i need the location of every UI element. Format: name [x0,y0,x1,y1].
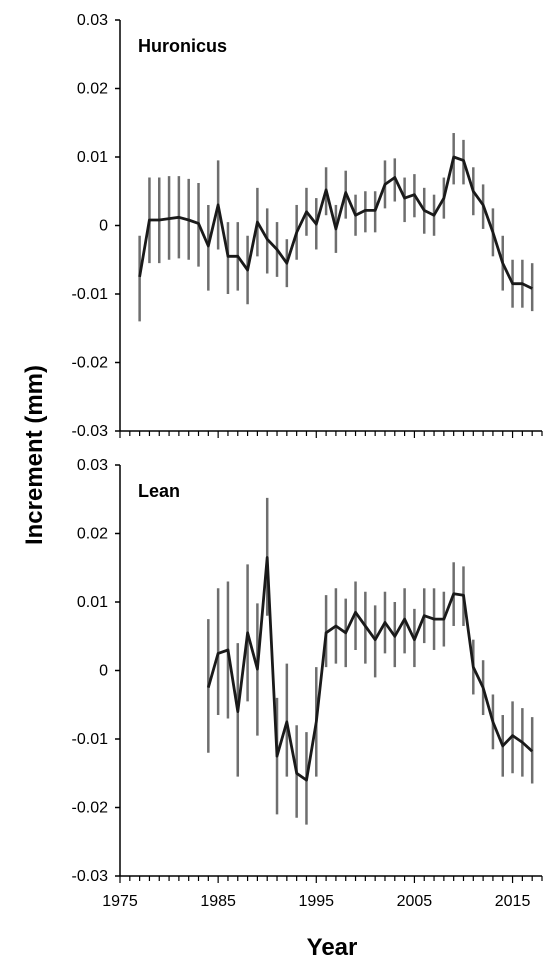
y-tick-label: 0.03 [77,12,108,29]
y-tick-label: 0 [99,218,108,235]
y-tick-label: 0.02 [77,526,108,543]
panel-title-huronicus: Huronicus [138,36,227,56]
x-tick-label: 2005 [397,893,433,910]
y-tick-label: -0.02 [72,800,109,817]
panel-huronicus: 0.03 0.02 0.01 0 -0.01 -0.02 -0.03 Huronicus [72,12,543,440]
y-tick-label: 0.01 [77,149,108,166]
y-tick-label: -0.03 [72,868,109,885]
x-axis-title: Year [307,934,358,961]
y-tick-label: 0.01 [77,594,108,611]
y-axis-title: Increment (mm) [21,365,48,545]
y-tick-label: 0.03 [77,457,108,474]
x-tick-label: 2015 [495,893,531,910]
y-tick-label: 0.02 [77,81,108,98]
panel-lean: 0.03 0.02 0.01 0 -0.01 -0.02 -0.03 1975 1985 1995… [72,457,543,910]
y-tick-label: -0.03 [72,423,109,440]
series-line [138,155,533,290]
y-tick-label: 0 [99,663,108,680]
y-tick-label: -0.01 [72,286,109,303]
panel-title-lean: Lean [138,481,180,501]
y-tick-label: -0.02 [72,355,109,372]
x-tick-label: 1995 [298,893,334,910]
x-tick-label: 1985 [200,893,236,910]
x-tick-label: 1975 [102,893,138,910]
y-tick-label: -0.01 [72,731,109,748]
series-line [206,556,534,782]
